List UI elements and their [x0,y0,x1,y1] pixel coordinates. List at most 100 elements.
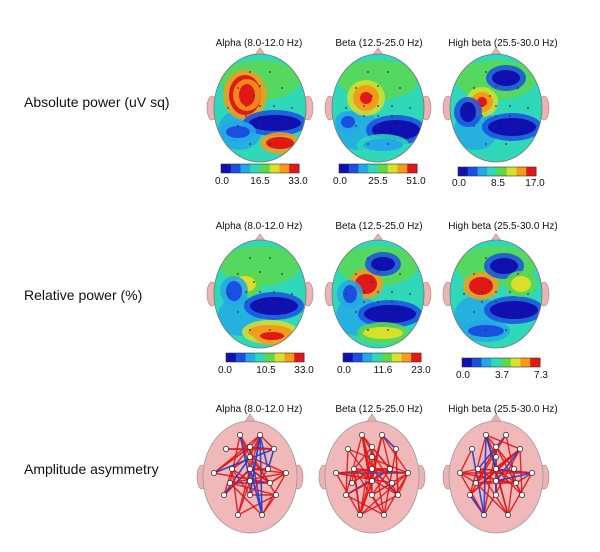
connection-line-red [345,494,385,516]
electrode [371,281,373,283]
colorbar-segment [387,164,398,173]
tick-label: 51.0 [406,176,426,187]
colorbar-segment [458,167,469,176]
electrode [481,115,483,117]
electrode-node [405,470,411,476]
colorbar-segment [477,167,488,176]
tick-label: 23.0 [411,365,431,376]
colorbar-segment [471,358,482,367]
map-region [363,327,403,339]
electrode [377,301,379,303]
connection-line-blue [249,434,261,496]
map-region [492,70,520,86]
colorbar-segment [284,353,295,362]
electrode [227,107,229,109]
electrode [387,257,389,259]
connection-line-blue [249,468,263,516]
tick-label: 0.0 [333,176,347,187]
head-outline [449,239,543,349]
electrode-node [493,444,499,450]
colorbar-segment [250,164,261,173]
electrode [259,301,261,303]
map-region [266,137,294,149]
colorbar-segment [526,167,537,176]
electrode-node [369,478,375,484]
electrode [237,87,239,89]
electrode-node [517,446,523,452]
electrode [355,125,357,127]
connection-line-red [261,494,277,516]
map-region [250,297,298,315]
electrode-node [235,512,241,518]
tick-label: 0.0 [215,176,229,187]
electrode-node [247,492,253,498]
electrode-node [389,480,395,486]
connection-line-red [231,468,251,482]
electrode-node [257,432,263,438]
colorbar-abs-alpha [220,163,300,174]
electrode [489,95,491,97]
electrode [489,281,491,283]
colorbar-segment [516,167,527,176]
electrode-node [247,466,253,472]
colorbar-segment [279,164,290,173]
colorbar-rel-alpha [225,352,305,363]
colorbar-segment [497,167,508,176]
electrode [269,329,271,331]
connection-line-red [229,472,287,484]
electrode [363,301,365,303]
colorbar-segment [391,353,402,362]
electrode [245,301,247,303]
map-region [490,258,518,274]
connection-line-red [335,472,393,484]
electrode [463,293,465,295]
electrode-node [343,492,349,498]
colorbar-segment [240,164,251,173]
electrode [269,257,271,259]
panel-title-asym-alpha: Alpha (8.0-12.0 Hz) [215,404,303,415]
map-region [460,102,476,122]
connection-line-red [495,446,515,470]
map-region [488,118,536,136]
electrode [273,105,275,107]
electrode-node [481,512,487,518]
electrode [391,115,393,117]
colorbar-segment [343,353,354,362]
electrode [273,301,275,303]
electrode-node [265,466,271,472]
electrode [355,311,357,313]
electrode-node [505,512,511,518]
network-asym-alpha [196,413,304,534]
map-region [360,92,372,104]
map-region [343,285,357,303]
electrode [399,273,401,275]
colorbar-ticks-abs-highbeta: 0.0 8.5 17.0 [432,178,562,190]
electrode [249,329,251,331]
colorbar-segment [501,358,512,367]
electrode [495,311,497,313]
map-region [490,301,538,319]
electrode [409,107,411,109]
connection-line-blue [495,472,533,482]
connection-line-red [515,472,533,484]
colorbar-segment [221,164,232,173]
colorbar-segment [378,164,389,173]
electrode [481,291,483,293]
electrode [391,301,393,303]
electrode-node [221,492,227,498]
electrode [495,301,497,303]
electrode [259,115,261,117]
map-region [239,84,255,106]
tick-label: 0.0 [337,365,351,376]
topomap-rel-alpha [206,233,314,349]
electrode [495,105,497,107]
electrode-node [493,478,499,484]
connection-line-red [495,448,521,470]
connection-line-red [353,446,373,470]
electrode [505,257,507,259]
electrode-node [467,492,473,498]
colorbar-frame [461,357,541,368]
tick-label: 7.3 [534,370,548,381]
connection-line-red [469,434,487,496]
tick-label: 11.6 [373,365,393,376]
